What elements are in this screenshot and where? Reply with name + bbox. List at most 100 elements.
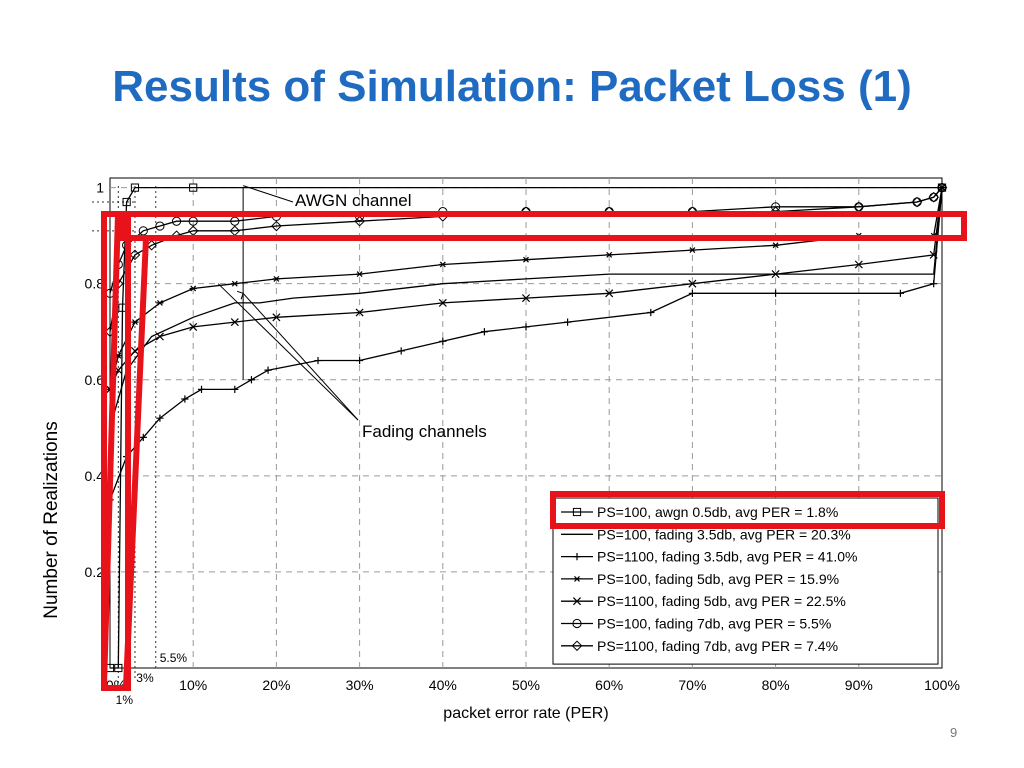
annotation-arrow xyxy=(217,283,359,421)
legend-item: PS=100, awgn 0.5db, avg PER = 1.8% xyxy=(561,504,838,520)
data-point xyxy=(605,251,613,258)
x-tick-label: 80% xyxy=(762,677,790,693)
highlight-line-outer xyxy=(101,211,964,687)
data-point xyxy=(772,289,780,297)
data-point xyxy=(771,202,781,212)
reference-line-label: 5.5% xyxy=(160,651,188,665)
data-point xyxy=(314,356,322,365)
y-tick-label: 0.6 xyxy=(85,372,105,388)
data-point xyxy=(130,183,140,192)
y-tick-label: 0.4 xyxy=(85,468,105,484)
legend-item: PS=1100, fading 7db, avg PER = 7.4% xyxy=(561,638,838,654)
data-point xyxy=(155,221,165,231)
data-point xyxy=(271,220,282,232)
data-point xyxy=(573,575,581,582)
x-tick-label: 60% xyxy=(595,677,623,693)
data-point xyxy=(521,294,531,303)
data-point xyxy=(155,332,164,341)
legend-item: PS=100, fading 5db, avg PER = 15.9% xyxy=(561,571,839,587)
data-point xyxy=(522,256,530,263)
data-point xyxy=(480,328,488,336)
page-number: 9 xyxy=(950,725,958,740)
annotation-awgn: AWGN channel xyxy=(295,191,412,210)
data-point xyxy=(688,247,696,254)
series-2 xyxy=(109,187,943,428)
data-point xyxy=(272,275,280,282)
highlight-box-legend xyxy=(550,491,945,529)
x-tick-label: 70% xyxy=(678,677,706,693)
x-tick-label: 50% xyxy=(512,677,540,693)
annotation-fading: Fading channels xyxy=(362,422,487,441)
legend-label: PS=1100, fading 3.5db, avg PER = 41.0% xyxy=(597,549,857,565)
legend-item: PS=100, fading 7db, avg PER = 5.5% xyxy=(561,616,831,632)
annotation-arrow xyxy=(242,292,359,421)
data-point xyxy=(188,216,198,226)
data-point xyxy=(688,279,697,288)
series-line xyxy=(109,187,943,428)
data-point xyxy=(439,337,447,345)
data-point xyxy=(114,663,123,673)
data-point xyxy=(854,260,863,269)
y-tick-label: 0.8 xyxy=(85,276,105,292)
legend-label: PS=100, fading 3.5db, avg PER = 20.3% xyxy=(597,526,851,542)
legend-item: PS=100, fading 3.5db, avg PER = 20.3% xyxy=(561,526,851,542)
y-tick-label: 0.2 xyxy=(85,564,105,580)
reference-line-label: 1% xyxy=(116,693,134,707)
data-point xyxy=(156,299,164,306)
y-tick-label: 1 xyxy=(96,180,104,196)
legend-label: PS=1100, fading 5db, avg PER = 22.5% xyxy=(597,593,846,609)
data-point xyxy=(230,216,240,226)
data-point xyxy=(572,597,582,606)
data-point xyxy=(138,226,148,236)
data-point xyxy=(156,414,164,422)
data-point xyxy=(189,322,198,331)
reference-line-label: 3% xyxy=(136,671,154,685)
data-point xyxy=(772,242,780,249)
data-point xyxy=(189,183,198,192)
data-point xyxy=(129,249,141,261)
data-point xyxy=(896,289,904,297)
highlight-line-inner xyxy=(123,235,964,687)
data-point xyxy=(171,216,182,226)
x-tick-label: 30% xyxy=(346,677,374,693)
data-point xyxy=(930,280,938,288)
legend-item: PS=1100, fading 5db, avg PER = 22.5% xyxy=(561,593,846,609)
data-point xyxy=(571,640,583,652)
x-axis-label: packet error rate (PER) xyxy=(443,705,608,722)
data-point xyxy=(131,319,139,326)
data-point xyxy=(936,182,948,193)
data-point xyxy=(231,280,239,287)
data-point xyxy=(130,346,139,355)
data-point xyxy=(231,385,239,393)
legend: PS=100, awgn 0.5db, avg PER = 1.8% PS=100… xyxy=(552,497,939,665)
data-point xyxy=(247,376,256,384)
data-point xyxy=(438,298,447,307)
data-point xyxy=(356,271,364,278)
data-point xyxy=(122,197,131,207)
data-point xyxy=(522,323,530,331)
slide-title: Results of Simulation: Packet Loss (1) xyxy=(112,62,912,111)
data-point xyxy=(929,250,938,259)
data-point xyxy=(197,385,206,393)
legend-label: PS=100, fading 5db, avg PER = 15.9% xyxy=(597,571,839,587)
legend-label: PS=100, awgn 0.5db, avg PER = 1.8% xyxy=(597,504,838,520)
x-tick-label: 20% xyxy=(262,677,290,693)
legend-item: PS=1100, fading 3.5db, avg PER = 41.0% xyxy=(561,549,857,565)
data-point xyxy=(397,347,405,355)
annotation-arrow xyxy=(242,185,294,203)
data-point xyxy=(264,366,272,374)
x-tick-label: 40% xyxy=(429,677,457,693)
data-point xyxy=(605,289,614,298)
data-point xyxy=(181,395,189,403)
data-point xyxy=(572,507,582,517)
data-point xyxy=(771,270,780,279)
series-line xyxy=(110,186,942,669)
data-point xyxy=(439,261,447,268)
series-line xyxy=(109,187,943,390)
data-point xyxy=(928,191,939,203)
data-point xyxy=(911,196,923,208)
data-point xyxy=(189,285,197,292)
data-point xyxy=(647,308,655,317)
x-tick-label: 90% xyxy=(845,677,873,693)
